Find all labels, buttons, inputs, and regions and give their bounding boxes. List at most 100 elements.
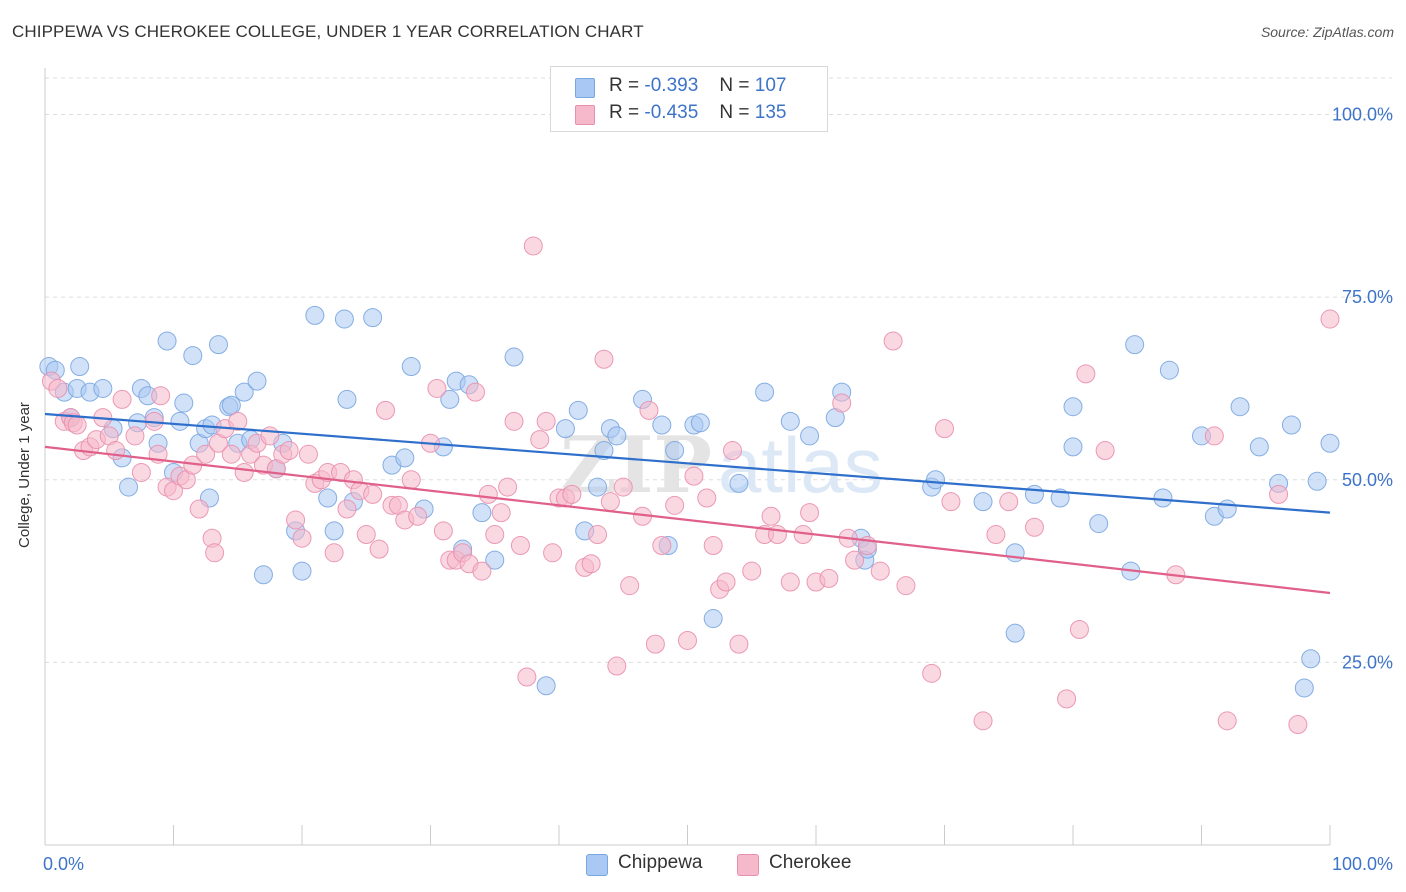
source-credit: Source: ZipAtlas.com bbox=[1260, 24, 1394, 40]
cherokee-point bbox=[562, 484, 582, 504]
legend-label: Chippewa bbox=[618, 852, 703, 873]
chippewa-point bbox=[253, 565, 273, 585]
chippewa-point bbox=[292, 561, 312, 581]
cherokee-point bbox=[543, 543, 563, 563]
cherokee-point bbox=[510, 536, 530, 556]
cherokee-point bbox=[408, 506, 428, 526]
r-label: R = bbox=[609, 102, 640, 123]
chippewa-point bbox=[1050, 488, 1070, 508]
chippewa-point bbox=[1159, 360, 1179, 380]
cherokee-point bbox=[594, 349, 614, 369]
chippewa-point bbox=[536, 676, 556, 696]
cherokee-point bbox=[472, 561, 492, 581]
cherokee-point bbox=[729, 634, 749, 654]
cherokee-point bbox=[684, 466, 704, 486]
cherokee-point bbox=[356, 525, 376, 545]
cherokee-point bbox=[112, 389, 132, 409]
chippewa-point bbox=[324, 521, 344, 541]
y-tick-label: 75.0% bbox=[1342, 287, 1393, 307]
y-axis-label: College, Under 1 year bbox=[16, 402, 33, 548]
chippewa-point bbox=[755, 382, 775, 402]
cherokee-point bbox=[517, 667, 537, 687]
chippewa-point bbox=[1063, 437, 1083, 457]
cherokee-point bbox=[286, 510, 306, 530]
chippewa-point bbox=[504, 347, 524, 367]
chippewa-point bbox=[729, 473, 749, 493]
cherokee-point bbox=[935, 419, 954, 439]
cherokee-point bbox=[260, 426, 280, 446]
chippewa-point bbox=[485, 550, 505, 570]
cherokee-point bbox=[870, 561, 890, 581]
cherokee-point bbox=[1024, 517, 1044, 537]
cherokee-point bbox=[530, 430, 550, 450]
cherokee-point bbox=[832, 393, 852, 413]
cherokee-point bbox=[536, 411, 556, 431]
chippewa-point bbox=[363, 308, 383, 328]
x-tick-label: 0.0% bbox=[43, 854, 84, 874]
cherokee-point bbox=[600, 492, 620, 512]
cherokee-point bbox=[639, 400, 659, 420]
chippewa-point bbox=[93, 378, 113, 398]
chippewa-point bbox=[334, 309, 354, 329]
y-tick-label: 25.0% bbox=[1342, 652, 1393, 672]
cherokee-point bbox=[363, 484, 383, 504]
chippewa-point bbox=[703, 609, 723, 629]
cherokee-point bbox=[1057, 689, 1077, 709]
chippewa-point bbox=[973, 492, 993, 512]
chippewa-swatch bbox=[575, 78, 595, 98]
correlation-legend: R = -0.393 N = 107 R = -0.435 N = 135 bbox=[550, 66, 828, 132]
chippewa-point bbox=[555, 419, 575, 439]
chippewa-point bbox=[1294, 678, 1314, 698]
chippewa-point bbox=[1307, 471, 1327, 491]
chippewa-point bbox=[1217, 499, 1237, 519]
cherokee-point bbox=[1204, 426, 1224, 446]
cherokee-point bbox=[665, 495, 685, 515]
cherokee-point bbox=[613, 477, 633, 497]
cherokee-swatch bbox=[737, 854, 759, 876]
chippewa-point bbox=[157, 331, 177, 351]
chippewa-point bbox=[926, 470, 946, 490]
cherokee-point bbox=[125, 426, 145, 446]
cherokee-point bbox=[678, 630, 697, 650]
cherokee-point bbox=[131, 462, 151, 482]
x-tick-label: 100.0% bbox=[1332, 854, 1393, 874]
r-label: R = bbox=[609, 75, 640, 96]
watermark-zip: ZIP bbox=[560, 420, 712, 511]
cherokee-point bbox=[716, 572, 736, 592]
chart-title: CHIPPEWA VS CHEROKEE COLLEGE, UNDER 1 YE… bbox=[12, 22, 644, 41]
tick-label-layer: 25.0% 50.0% 75.0% 100.0% 0.0% 100.0% bbox=[43, 105, 1393, 874]
chippewa-point bbox=[1024, 484, 1044, 504]
cherokee-point bbox=[401, 470, 421, 490]
legend-text: R = -0.435 N = 135 bbox=[609, 102, 786, 124]
cherokee-point bbox=[298, 444, 318, 464]
cherokee-point bbox=[922, 663, 942, 683]
n-value: 107 bbox=[754, 75, 787, 96]
cherokee-point bbox=[703, 536, 723, 556]
cherokee-point bbox=[369, 539, 389, 559]
cherokee-point bbox=[465, 382, 485, 402]
cherokee-point bbox=[999, 492, 1019, 512]
cherokee-trend-line bbox=[44, 445, 1331, 595]
watermark: ZIP atlas bbox=[560, 420, 883, 511]
cherokee-point bbox=[67, 415, 87, 435]
cherokee-point bbox=[581, 554, 601, 574]
cherokee-point bbox=[780, 572, 800, 592]
cherokee-point bbox=[1320, 309, 1340, 329]
chippewa-point bbox=[1320, 433, 1340, 453]
cherokee-point bbox=[1217, 711, 1237, 731]
cherokee-point bbox=[761, 506, 781, 526]
cherokee-point bbox=[1095, 441, 1115, 461]
cherokee-point bbox=[478, 484, 498, 504]
cherokee-point bbox=[324, 543, 344, 563]
chippewa-point bbox=[1153, 488, 1173, 508]
chippewa-point bbox=[568, 400, 588, 420]
chippewa-point bbox=[1281, 415, 1301, 435]
cherokee-point bbox=[234, 462, 254, 482]
cherokee-point bbox=[800, 503, 820, 523]
chippewa-point bbox=[1089, 514, 1109, 534]
cherokee-point bbox=[588, 525, 608, 545]
cherokee-point bbox=[652, 536, 672, 556]
chippewa-point bbox=[70, 357, 90, 377]
legend-label: Cherokee bbox=[769, 852, 852, 873]
